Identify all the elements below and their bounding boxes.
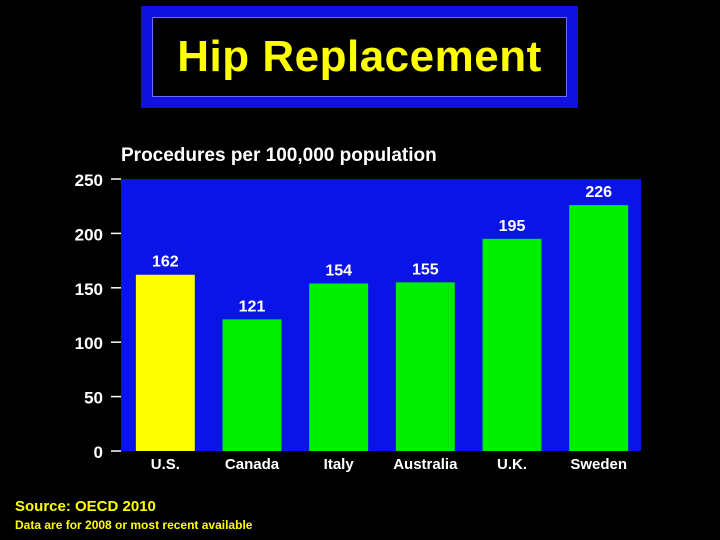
y-tick-label: 50	[84, 389, 103, 408]
bar	[309, 283, 369, 451]
bar	[569, 205, 629, 451]
title-frame: Hip Replacement	[141, 6, 578, 108]
y-tick-label: 100	[75, 334, 103, 353]
bar	[222, 319, 282, 451]
x-tick-label: Italy	[324, 456, 355, 473]
x-tick-label: Australia	[393, 456, 458, 473]
bar	[482, 238, 542, 451]
data-label: 155	[412, 261, 439, 278]
x-tick-label: Canada	[225, 456, 280, 473]
data-label: 195	[499, 218, 526, 235]
y-tick-label: 250	[75, 171, 103, 190]
y-tick-label: 200	[75, 225, 103, 244]
x-tick-label: U.S.	[151, 456, 180, 473]
x-tick-label: U.K.	[497, 456, 527, 473]
title-box: Hip Replacement	[152, 17, 567, 97]
data-label: 226	[585, 184, 612, 201]
y-tick-label: 150	[75, 280, 103, 299]
data-label: 121	[239, 298, 266, 315]
bar	[135, 274, 195, 451]
y-tick-label: 0	[94, 443, 103, 462]
plot-area	[121, 179, 641, 451]
data-label: 162	[152, 254, 179, 271]
note-text: Data are for 2008 or most recent availab…	[15, 518, 253, 532]
data-label: 154	[325, 262, 352, 279]
source-text: Source: OECD 2010	[15, 498, 156, 515]
bar	[395, 282, 455, 451]
x-tick-label: Sweden	[570, 456, 627, 473]
slide-title: Hip Replacement	[177, 32, 542, 81]
chart-title: Procedures per 100,000 population	[121, 145, 437, 166]
